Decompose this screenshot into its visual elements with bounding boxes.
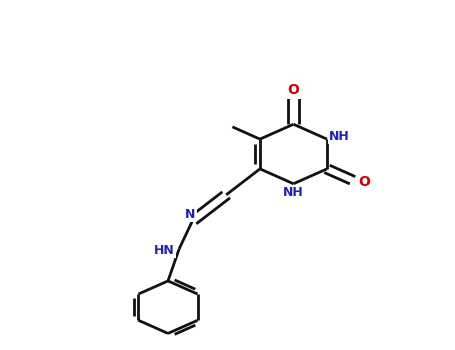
Text: NH: NH (329, 130, 350, 143)
Text: N: N (185, 208, 195, 221)
Text: NH: NH (283, 186, 304, 199)
Text: O: O (288, 83, 299, 97)
Text: HN: HN (154, 244, 175, 257)
Text: O: O (358, 175, 370, 189)
